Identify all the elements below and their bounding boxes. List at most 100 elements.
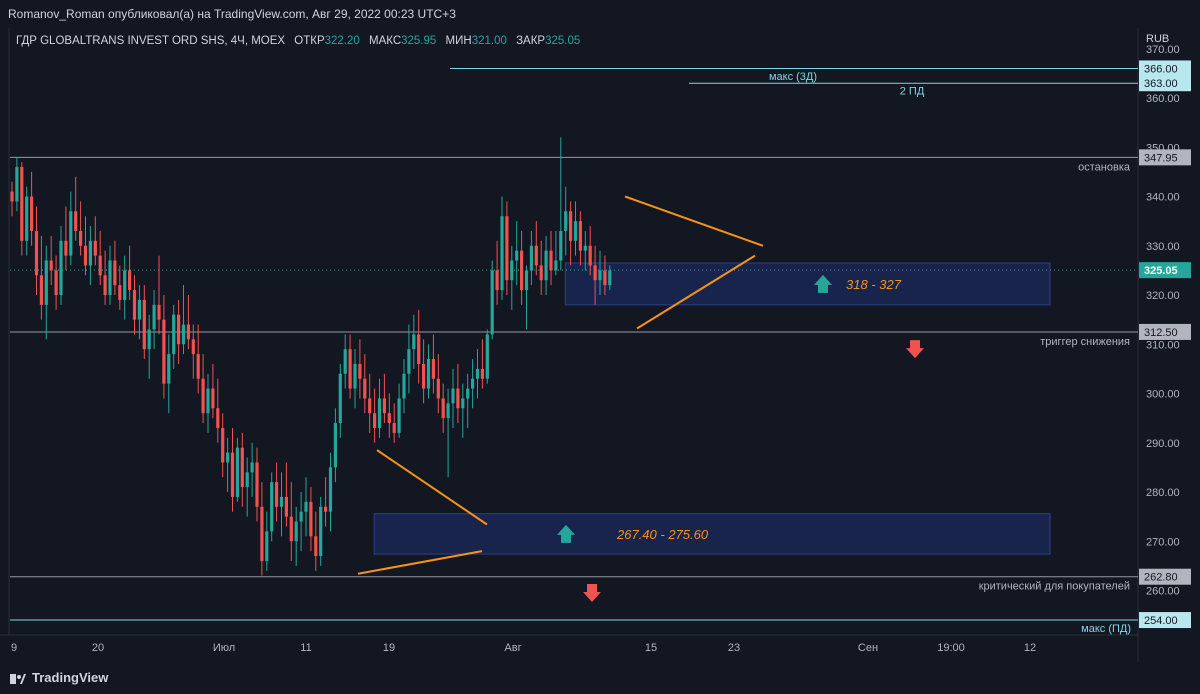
candle-body <box>221 427 225 463</box>
candle-body <box>588 245 592 266</box>
time-tick-label: Сен <box>858 642 878 654</box>
candle-body <box>471 378 475 389</box>
candle-body <box>407 349 411 374</box>
candle-body <box>363 378 367 399</box>
candle-body <box>490 270 494 335</box>
level-price-tag <box>1139 612 1191 629</box>
low-value: 321.00 <box>472 35 507 47</box>
candle-body <box>245 472 249 488</box>
triangle-line <box>357 550 483 575</box>
level-price-label: 363.00 <box>1144 78 1178 90</box>
candle-body <box>152 304 156 330</box>
candle-body <box>44 260 48 305</box>
candle-body <box>59 240 63 295</box>
candle-body <box>368 398 372 414</box>
candle-body <box>510 260 514 281</box>
candle-body <box>377 398 382 428</box>
candle-body <box>387 413 391 424</box>
candle-body <box>314 536 318 557</box>
candle-body <box>373 413 377 428</box>
zones: 318 - 327 267.40 - 275.60 <box>373 262 1051 555</box>
candle-body <box>15 166 19 202</box>
tradingview-logo[interactable]: TradingView <box>10 670 108 685</box>
candle-body <box>167 354 171 384</box>
candle-body <box>113 260 117 286</box>
candle-body <box>279 496 284 507</box>
candle-body <box>240 447 244 488</box>
time-tick-label: 20 <box>92 642 104 654</box>
candle-body <box>569 211 573 241</box>
candle-body <box>500 216 504 291</box>
candle-body <box>191 339 195 355</box>
candles <box>10 137 612 576</box>
candle-body <box>524 270 529 291</box>
candle-body <box>554 260 558 271</box>
level-price-label: 366.00 <box>1144 63 1178 75</box>
candle-body <box>328 467 333 512</box>
brand-name: TradingView <box>32 670 109 685</box>
up-arrow-icon <box>557 524 575 543</box>
candle-body <box>108 260 112 295</box>
candle-body <box>446 403 450 419</box>
candle-body <box>422 363 426 389</box>
price-axis-ticks: 260.00 270.00 280.00 290.00 300.00 310.00 320.… <box>1146 44 1180 598</box>
candle-body <box>539 265 543 281</box>
level-price-tag <box>1139 60 1191 77</box>
candle-body <box>544 250 548 281</box>
level-price-label: 312.50 <box>1144 327 1178 339</box>
candle-body <box>319 506 323 557</box>
candle-body <box>299 511 303 522</box>
publisher-bar: Romanov_Roman опубликовал(а) на TradingV… <box>0 0 1200 28</box>
candle-body <box>275 482 279 507</box>
price-tick-label: 290.00 <box>1146 438 1180 450</box>
candle-body <box>475 368 480 379</box>
candle-body <box>598 270 602 281</box>
candle-body <box>235 447 239 497</box>
candle-body <box>353 363 357 389</box>
level-text: макс (ПД) <box>1081 623 1131 635</box>
candle-body <box>431 359 435 379</box>
candle-body <box>564 211 568 231</box>
candle-body <box>520 250 524 291</box>
candle-body <box>34 230 39 276</box>
symbol-line: ГДР GLOBALTRANS INVEST ORD SHS, 4Ч, MOEX… <box>16 35 580 47</box>
candle-body <box>461 398 465 409</box>
candle-body <box>534 245 538 266</box>
candle-body <box>573 221 578 241</box>
candle-body <box>157 304 161 320</box>
candle-body <box>260 506 264 561</box>
footer: TradingView <box>0 662 1200 694</box>
price-tick-label: 260.00 <box>1146 586 1180 598</box>
candle-body <box>559 230 563 261</box>
candle-body <box>196 354 200 379</box>
open-label: ОТКР <box>294 35 325 47</box>
price-tick-label: 300.00 <box>1146 389 1180 401</box>
candle-body <box>495 270 499 291</box>
low-label: МИН <box>446 35 472 47</box>
candle-body <box>186 324 190 340</box>
currency-label: RUB <box>1146 33 1169 45</box>
candle-body <box>593 265 597 281</box>
down-arrow-icon <box>906 340 924 359</box>
candle-body <box>20 166 24 241</box>
candle-body <box>30 196 34 231</box>
last-price-tag <box>1139 262 1191 279</box>
candle-body <box>603 270 607 286</box>
candle-body <box>304 501 308 512</box>
time-tick-label: 9 <box>11 642 17 654</box>
candle-body <box>79 230 83 246</box>
candle-body <box>583 245 587 251</box>
candle-body <box>137 299 141 320</box>
candle-body <box>103 275 107 295</box>
price-zone <box>373 513 1051 555</box>
arrows <box>583 340 924 602</box>
open-value: 322.20 <box>325 35 360 47</box>
level-price-label: 347.95 <box>1144 152 1178 164</box>
triangle-line <box>624 195 764 247</box>
level-text: макс (3Д) <box>769 71 817 83</box>
last-price: 325.05 <box>1139 262 1191 279</box>
up-arrow-icon <box>814 274 832 293</box>
candle-body <box>289 516 293 542</box>
last-price-label: 325.05 <box>1144 265 1178 277</box>
